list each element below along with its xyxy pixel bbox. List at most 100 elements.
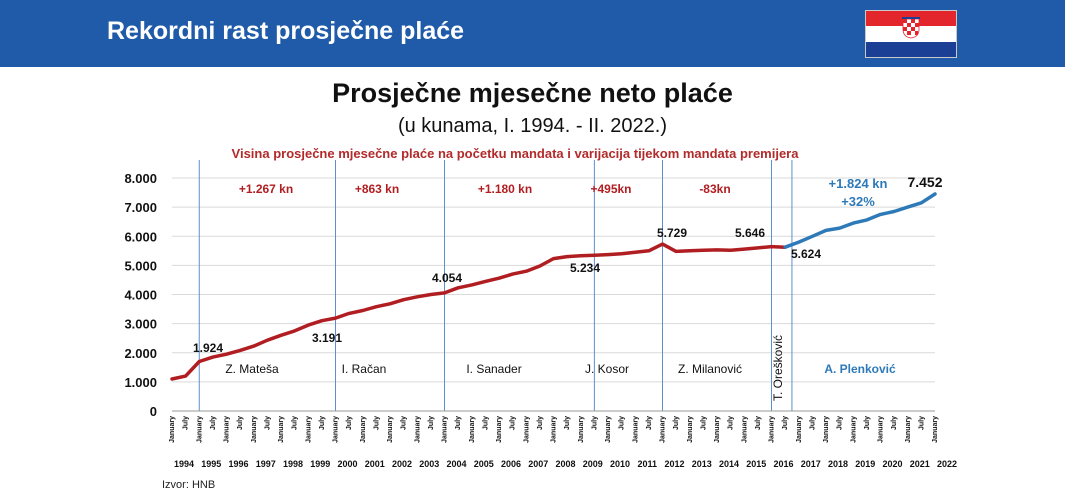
x-tick-label: July <box>264 416 271 430</box>
year-label: 2019 <box>855 459 875 469</box>
x-tick-label: July <box>809 416 816 430</box>
year-label: 2005 <box>474 459 494 469</box>
x-tick-label: July <box>401 416 408 430</box>
y-tick-label: 7.000 <box>124 200 157 215</box>
x-tick-label: July <box>346 416 353 430</box>
year-label: 2004 <box>446 459 466 469</box>
year-label: 1997 <box>256 459 276 469</box>
term-change-label: +495kn <box>590 182 631 196</box>
x-tick-label: January <box>741 416 748 443</box>
year-label: 1995 <box>201 459 221 469</box>
term-name-label: J. Kosor <box>585 362 629 376</box>
x-tick-label: January <box>769 416 776 443</box>
x-tick-label: January <box>305 416 312 443</box>
x-tick-label: July <box>183 416 190 430</box>
year-label: 2017 <box>801 459 821 469</box>
data-value-label: 5.646 <box>735 226 765 240</box>
x-tick-label: January <box>278 416 285 443</box>
chart-title: Prosječne mjesečne neto plaće <box>332 78 733 108</box>
header-title: Rekordni rast prosječne plaće <box>107 17 465 45</box>
x-tick-label: July <box>237 416 244 430</box>
year-label: 1996 <box>228 459 248 469</box>
y-tick-label: 0 <box>150 404 157 419</box>
x-tick-label: July <box>700 416 707 430</box>
term-change-label: +1.180 kn <box>478 182 532 196</box>
x-tick-label: January <box>905 416 912 443</box>
y-tick-label: 1.000 <box>124 375 157 390</box>
x-tick-label: January <box>442 416 449 443</box>
x-tick-label: July <box>864 416 871 430</box>
chart-annotation: Visina prosječne mjesečne plaće na počet… <box>231 146 799 161</box>
coat-of-arms-icon <box>902 17 920 39</box>
y-tick-label: 2.000 <box>124 346 157 361</box>
x-tick-label: July <box>537 416 544 430</box>
x-tick-label: July <box>319 416 326 430</box>
year-label: 2022 <box>937 459 957 469</box>
term-name-label: I. Sanader <box>466 362 521 376</box>
y-tick-label: 8.000 <box>124 171 157 186</box>
year-label: 2003 <box>419 459 439 469</box>
x-tick-label: July <box>891 416 898 430</box>
y-tick-label: 4.000 <box>124 288 157 303</box>
x-tick-label: January <box>578 416 585 443</box>
source-note: Izvor: HNB <box>162 479 216 491</box>
year-label: 2002 <box>392 459 412 469</box>
x-tick-label: July <box>646 416 653 430</box>
x-tick-label: January <box>251 416 258 443</box>
term-name-label: Z. Mateša <box>225 362 279 376</box>
year-label: 1999 <box>310 459 330 469</box>
term-name-label: Z. Milanović <box>678 362 742 376</box>
x-tick-label: July <box>428 416 435 430</box>
x-tick-label: July <box>455 416 462 430</box>
series-line-red <box>170 242 787 381</box>
x-tick-label: January <box>551 416 558 443</box>
data-value-label: 4.054 <box>432 271 462 285</box>
y-tick-label: 3.000 <box>124 317 157 332</box>
term-change-label: -83kn <box>699 182 730 196</box>
x-tick-label: January <box>850 416 857 443</box>
x-tick-label: July <box>292 416 299 430</box>
data-value-label: 1.924 <box>193 341 223 355</box>
chart-subtitle: (u kunama, I. 1994. - II. 2022.) <box>397 115 668 137</box>
year-label: 2011 <box>637 459 657 469</box>
year-label: 2010 <box>610 459 630 469</box>
x-tick-label: July <box>619 416 626 430</box>
x-tick-label: January <box>333 416 340 443</box>
year-label: 2001 <box>365 459 385 469</box>
data-value-label: 3.191 <box>312 331 342 345</box>
data-value-label: 7.452 <box>907 174 942 190</box>
x-tick-label: January <box>823 416 830 443</box>
year-label: 2007 <box>528 459 548 469</box>
x-tick-label: January <box>660 416 667 443</box>
x-tick-label: July <box>837 416 844 430</box>
x-tick-label: July <box>210 416 217 430</box>
term-name-label: I. Račan <box>342 362 387 376</box>
x-tick-label: January <box>714 416 721 443</box>
year-label: 1998 <box>283 459 303 469</box>
x-tick-label: July <box>564 416 571 430</box>
term-name-label: T. Orešković <box>771 335 785 401</box>
x-tick-label: January <box>878 416 885 443</box>
x-tick-label: July <box>591 416 598 430</box>
x-tick-label: July <box>673 416 680 430</box>
x-tick-label: January <box>496 416 503 443</box>
term-name-label: A. Plenković <box>824 362 896 376</box>
year-label: 2021 <box>910 459 930 469</box>
y-tick-label: 5.000 <box>124 258 157 273</box>
y-tick-label: 6.000 <box>124 229 157 244</box>
x-tick-label: January <box>605 416 612 443</box>
year-label: 2006 <box>501 459 521 469</box>
term-change-label: +863 kn <box>355 182 399 196</box>
year-label: 2018 <box>828 459 848 469</box>
x-tick-label: January <box>387 416 394 443</box>
x-tick-label: January <box>360 416 367 443</box>
x-tick-label: July <box>373 416 380 430</box>
year-label: 2015 <box>746 459 766 469</box>
data-value-label: 5.729 <box>657 226 687 240</box>
x-tick-label: July <box>510 416 517 430</box>
x-tick-label: January <box>469 416 476 443</box>
term-change-label: +1.824 kn <box>829 176 888 191</box>
x-tick-label: July <box>482 416 489 430</box>
term-change-label: +1.267 kn <box>239 182 293 196</box>
year-label: 2014 <box>719 459 739 469</box>
